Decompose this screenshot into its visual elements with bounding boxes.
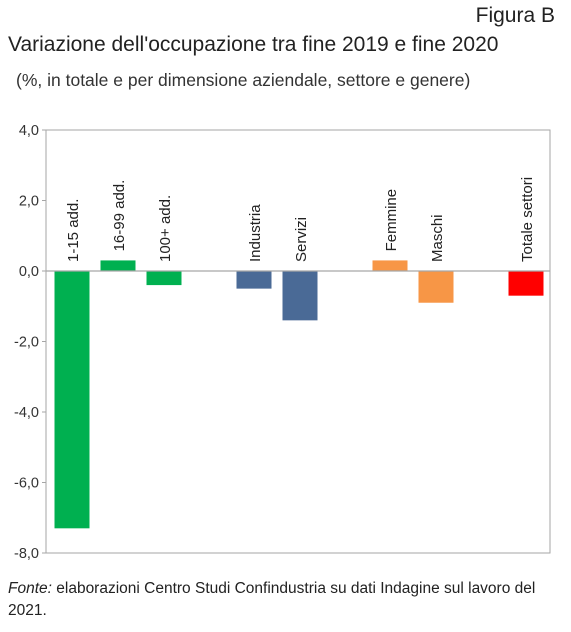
bar-3 bbox=[146, 271, 182, 286]
source-note: Fonte: elaborazioni Centro Studi Confind… bbox=[8, 578, 560, 622]
category-label: Totale settori bbox=[519, 177, 536, 262]
category-label: Femmine bbox=[383, 189, 400, 252]
bar-5 bbox=[282, 271, 318, 321]
category-label: 16-99 add. bbox=[111, 180, 128, 252]
category-label: 1-15 add. bbox=[65, 199, 82, 262]
figure-label: Figura B bbox=[475, 4, 555, 27]
bar-4 bbox=[236, 271, 272, 289]
bar-7 bbox=[418, 271, 454, 303]
source-text: elaborazioni Centro Studi Confindustria … bbox=[8, 580, 536, 619]
y-tick-label: 2,0 bbox=[19, 194, 39, 210]
y-tick-label: -8,0 bbox=[14, 546, 39, 562]
y-tick-label: 0,0 bbox=[19, 264, 39, 280]
bar-6 bbox=[372, 260, 408, 271]
y-tick-label: -6,0 bbox=[14, 476, 39, 492]
category-label: 100+ add. bbox=[157, 195, 174, 262]
chart-subtitle: (%, in totale e per dimensione aziendale… bbox=[16, 70, 471, 90]
chart-title: Variazione dell'occupazione tra fine 201… bbox=[8, 33, 499, 56]
bar-1 bbox=[54, 271, 90, 529]
y-tick-label: -2,0 bbox=[14, 335, 39, 351]
bar-chart: 4,0 2,0 0,0 -2,0 -4,0 -6,0 -8,0 1-15 add. 16-99 … bbox=[14, 123, 551, 562]
category-label: Industria bbox=[247, 204, 264, 262]
y-tick-label: 4,0 bbox=[19, 123, 39, 139]
bar-8 bbox=[508, 271, 544, 296]
source-prefix: Fonte: bbox=[8, 580, 52, 597]
bar-2 bbox=[100, 260, 136, 271]
y-tick-label: -4,0 bbox=[14, 405, 39, 421]
category-label: Servizi bbox=[293, 217, 310, 262]
category-label: Maschi bbox=[429, 214, 446, 262]
